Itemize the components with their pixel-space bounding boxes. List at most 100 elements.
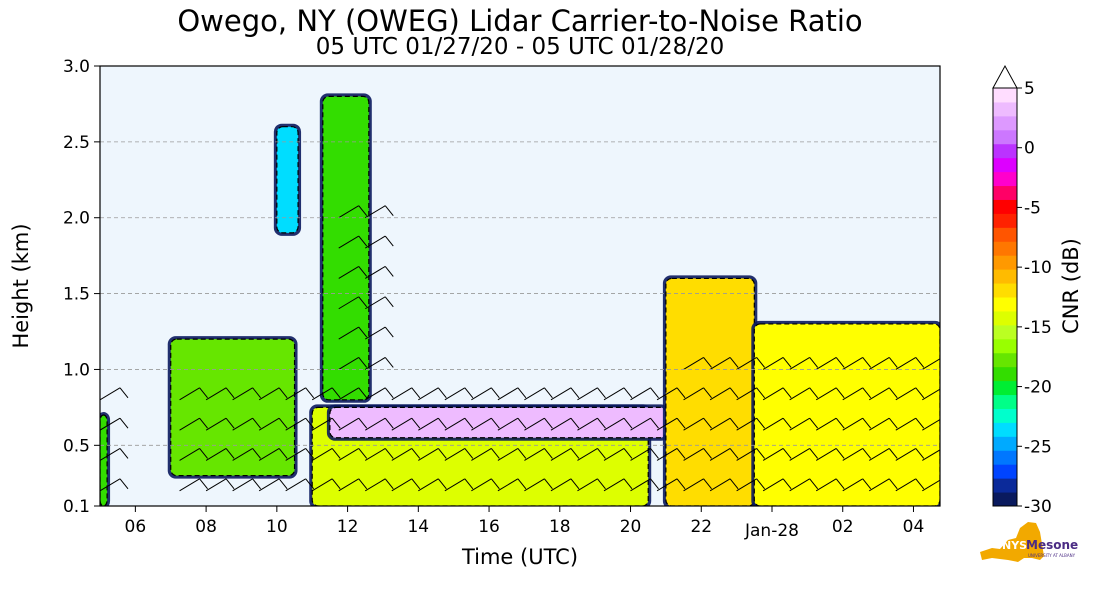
colorbar-tick-label: -30 (1024, 497, 1052, 517)
wind-barb (338, 387, 359, 401)
wind-barb (603, 387, 625, 401)
x-tick-label: 14 (407, 517, 429, 537)
wind-barb-flag (225, 417, 235, 429)
wind-barb (656, 448, 678, 461)
y-tick-label: 1.5 (63, 285, 90, 305)
wind-barb (285, 417, 306, 431)
x-axis-label: Time (UTC) (461, 545, 578, 569)
wind-barb-flag (464, 387, 474, 399)
wind-barb-flag (464, 417, 474, 429)
wind-barb (418, 387, 439, 401)
wind-barb-flag (384, 357, 394, 368)
wind-barb (683, 478, 704, 492)
wind-barb (895, 448, 917, 461)
wind-barb-flag (835, 387, 845, 399)
wind-barb-flag (119, 478, 129, 490)
colorbar-segment (993, 408, 1017, 423)
wind-barb (922, 479, 940, 492)
wind-barb (524, 387, 545, 401)
colorbar-segment (993, 283, 1017, 298)
wind-barb-flag (862, 357, 872, 368)
colorbar-segment (993, 310, 1017, 326)
colorbar-tick-label: -10 (1024, 258, 1052, 278)
wind-barb-flag (384, 205, 394, 217)
wind-barb (869, 417, 890, 431)
wind-barb (683, 387, 704, 401)
wind-barb (338, 448, 359, 461)
colorbar-tick-label: 0 (1024, 139, 1035, 159)
wind-barb-flag (756, 357, 766, 368)
colorbar-segment (993, 213, 1017, 228)
wind-barb-flag (358, 417, 368, 429)
wind-barb-flag (358, 326, 368, 338)
colorbar-segment (993, 227, 1017, 242)
wind-barb (285, 478, 306, 492)
wind-barb-flag (729, 478, 739, 490)
wind-barb-flag (570, 417, 580, 429)
y-axis: 0.1 0.5 1.0 1.5 2.0 2.5 3.0 (63, 57, 100, 517)
wind-barb (338, 235, 359, 249)
x-tick-label: 02 (832, 517, 854, 537)
wind-barb (709, 387, 731, 401)
cnr-field-1 (170, 338, 296, 477)
wind-barb (736, 387, 757, 401)
wind-barb (683, 417, 704, 431)
wind-barb (311, 478, 333, 492)
wind-barb (100, 387, 121, 401)
colorbar: 5 0 -5 -10 -15 -20 -25 -30 (992, 64, 1052, 517)
wind-barb (842, 448, 863, 461)
wind-barb-flag (358, 205, 368, 217)
wind-barb (869, 357, 890, 370)
wind-barb (285, 387, 306, 401)
wind-barb (471, 478, 492, 492)
wind-barb-flag (676, 417, 686, 429)
wind-barb (338, 326, 359, 340)
wind-barb-flag (942, 388, 950, 398)
wind-barb (577, 478, 598, 492)
wind-barb-flag (835, 417, 845, 429)
colorbar-tick-label: 5 (1024, 79, 1035, 99)
wind-barb-flag (437, 387, 447, 399)
wind-barb (179, 448, 200, 461)
wind-barb-flag (384, 417, 394, 429)
wind-barb-flag (942, 357, 950, 367)
wind-barb-flag (544, 387, 553, 399)
wind-barb-flag (597, 448, 606, 459)
colorbar-segment (993, 492, 1017, 507)
wind-barb-flag (252, 448, 262, 459)
wind-barb-flag (225, 387, 235, 399)
wind-barb (365, 478, 386, 492)
wind-barb (922, 449, 940, 461)
wind-barb (842, 478, 863, 492)
nys-mesonet-logo: NYS Mesonet UNIVERSITY AT ALBANY (978, 518, 1084, 568)
wind-barb-flag (199, 387, 208, 399)
wind-barb (418, 448, 439, 461)
colorbar-segment (993, 352, 1017, 368)
wind-barb-flag (358, 357, 368, 368)
colorbar-tick-label: -5 (1024, 198, 1041, 218)
wind-barb (762, 417, 784, 431)
wind-barb-flag (331, 448, 341, 459)
wind-barb-flag (331, 387, 341, 399)
wind-barb-flag (782, 357, 792, 368)
wind-barb (603, 417, 625, 431)
wind-barb-flag (119, 448, 129, 459)
wind-barb-flag (623, 448, 633, 459)
wind-barb (815, 478, 837, 492)
wind-barb (762, 478, 784, 492)
wind-barb-flag (915, 448, 925, 459)
wind-barb-flag (225, 448, 235, 459)
wind-barb (709, 478, 731, 492)
wind-barb (550, 387, 572, 401)
wind-barb (762, 387, 784, 401)
wind-barb-flag (915, 387, 925, 399)
wind-barb (418, 417, 439, 431)
x-tick-label: 10 (266, 517, 288, 537)
wind-barb (789, 448, 810, 461)
wind-barb (736, 448, 757, 461)
wind-barb (709, 448, 731, 461)
wind-barb-flag (888, 357, 898, 368)
wind-barb-flag (942, 479, 950, 489)
wind-barb (895, 387, 917, 401)
